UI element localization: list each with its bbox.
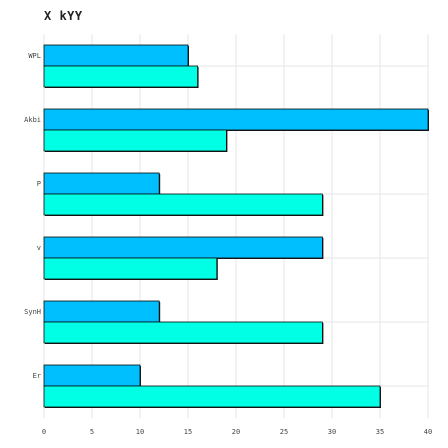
x-tick-label-8: 40 xyxy=(424,428,432,436)
bar-s0-v xyxy=(43,236,323,259)
bar-s1-P xyxy=(43,193,323,216)
x-tick-label-5: 25 xyxy=(280,428,288,436)
bar-s0-WPL xyxy=(43,44,189,67)
x-tick-label-6: 30 xyxy=(328,428,336,436)
y-tick-label-3: v xyxy=(37,244,41,252)
bar-s0-Akbi xyxy=(43,108,429,131)
grid xyxy=(43,34,429,418)
y-tick-label-5: Er xyxy=(33,372,41,380)
y-tick-label-0: WPL xyxy=(28,52,41,60)
bar-s0-SynH xyxy=(43,300,160,323)
bar-s1-v xyxy=(43,257,218,280)
bar-s0-P xyxy=(43,172,160,195)
y-tick-label-4: SynH xyxy=(24,308,41,316)
bars xyxy=(43,44,429,408)
x-tick-label-7: 35 xyxy=(376,428,384,436)
bar-s1-SynH xyxy=(43,321,323,344)
x-tick-label-2: 10 xyxy=(136,428,144,436)
bar-s1-WPL xyxy=(43,65,199,88)
bar-s1-Akbi xyxy=(43,129,227,152)
x-tick-label-0: 0 xyxy=(42,428,46,436)
chart-title: X kYY xyxy=(44,9,83,23)
x-tick-label-1: 5 xyxy=(90,428,94,436)
bar-s0-Er xyxy=(43,364,141,387)
y-tick-label-1: Akbi xyxy=(24,116,41,124)
x-tick-label-3: 15 xyxy=(184,428,192,436)
x-tick-label-4: 20 xyxy=(232,428,240,436)
labels: 0 5 10 15 20 25 30 35 40 WPL Akbi Pv SynH Er xyxy=(24,52,432,436)
y-tick-label-2: P xyxy=(37,180,41,188)
bar-s1-Er xyxy=(43,385,381,408)
